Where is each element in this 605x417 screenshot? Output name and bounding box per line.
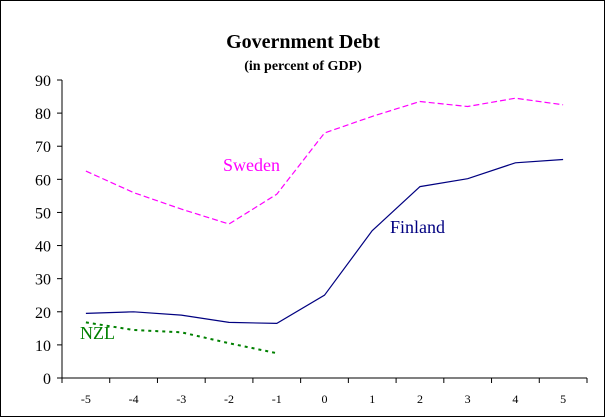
series-label-sweden: Sweden <box>223 155 280 175</box>
x-tick-label: -5 <box>81 392 91 406</box>
x-tick-label: 0 <box>322 392 328 406</box>
series-label-finland: Finland <box>390 217 445 237</box>
y-tick-label: 0 <box>43 371 51 388</box>
x-tick-label: -2 <box>224 392 234 406</box>
x-tick-label: -3 <box>176 392 186 406</box>
y-tick-label: 50 <box>35 205 51 222</box>
y-tick-label: 10 <box>35 338 51 355</box>
series-label-nzl: NZL <box>80 323 115 343</box>
y-tick-label: 70 <box>35 139 51 156</box>
chart-title: Government Debt <box>226 31 380 53</box>
y-tick-label: 40 <box>35 239 51 256</box>
y-tick-label: 90 <box>35 73 51 90</box>
y-tick-label: 60 <box>35 172 51 189</box>
y-tick-label: 20 <box>35 305 51 322</box>
x-tick-label: -4 <box>129 392 139 406</box>
x-tick-label: 5 <box>560 392 566 406</box>
series-line-finland <box>85 158 564 325</box>
x-tick-label: -1 <box>272 392 282 406</box>
y-tick-label: 30 <box>35 272 51 289</box>
y-tick-label: 80 <box>35 106 51 123</box>
x-tick-label: 1 <box>369 392 375 406</box>
series-line-sweden <box>85 97 564 225</box>
chart-subtitle: (in percent of GDP) <box>244 59 362 74</box>
x-tick-label: 4 <box>512 392 518 406</box>
series-line-nzl <box>85 321 278 355</box>
x-tick-label: 3 <box>465 392 471 406</box>
x-tick-label: 2 <box>417 392 423 406</box>
